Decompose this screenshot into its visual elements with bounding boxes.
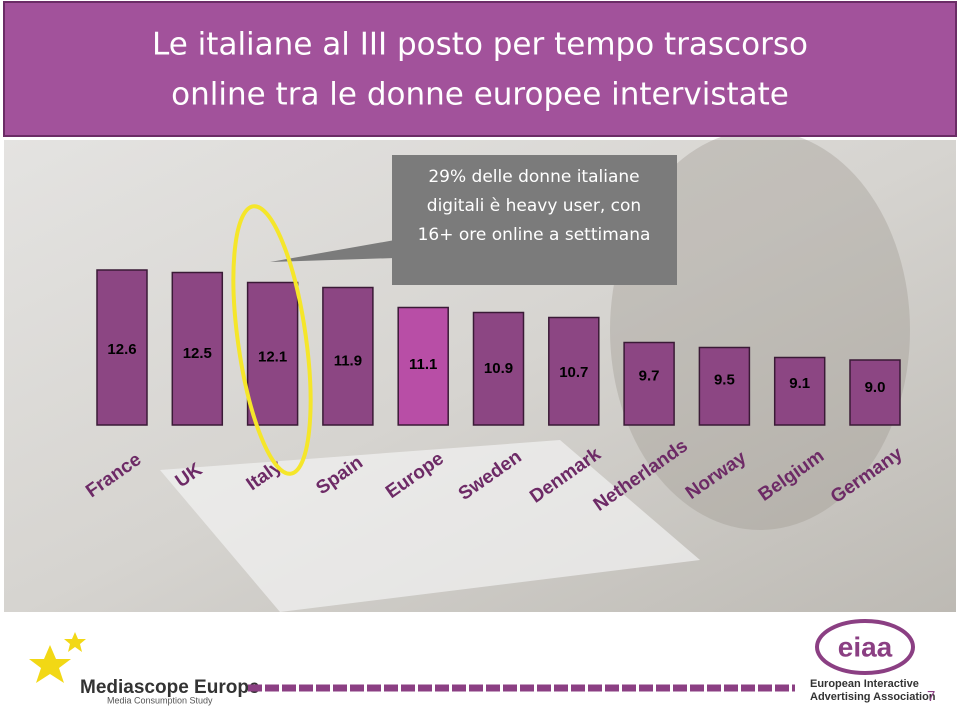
title-band	[3, 1, 957, 137]
eiaa-logo-text: eiaa	[838, 631, 893, 662]
study: Media Consumption Study	[107, 695, 213, 705]
value-label: 9.5	[714, 371, 735, 388]
value-label: 12.5	[183, 345, 212, 362]
bar	[698, 346, 751, 426]
bar-chart: 12.6France12.5UK12.1Italy11.9Spain11.1Eu…	[82, 269, 907, 516]
callout-line: 29% delle donne italiane	[428, 167, 639, 187]
value-label: 12.6	[107, 341, 136, 358]
title-line: Le italiane al III posto per tempo trasc…	[152, 27, 808, 63]
eiaa-logo	[815, 619, 915, 675]
value-label: 11.9	[334, 352, 362, 369]
callout-line: 16+ ore online a settimana	[418, 225, 651, 245]
bar	[171, 271, 224, 426]
value-label: 10.9	[484, 360, 513, 377]
value-label: 9.0	[865, 379, 886, 396]
bar	[397, 306, 449, 426]
association: Advertising Association	[810, 691, 936, 703]
page-number: 7	[927, 688, 935, 705]
callout-line: digitali è heavy user, con	[427, 196, 641, 216]
callout-pointer	[270, 240, 395, 262]
photo-laptop	[160, 440, 700, 612]
star-logo	[29, 645, 71, 683]
highlight-ellipse	[231, 204, 313, 476]
bar	[773, 356, 826, 426]
bar	[623, 341, 675, 426]
value-label: 9.7	[639, 368, 660, 385]
value-label: 9.1	[789, 375, 810, 392]
title-line: online tra le donne europee intervistate	[171, 77, 789, 113]
bar	[322, 286, 374, 426]
value-label: 11.1	[409, 356, 437, 373]
callout-box	[392, 155, 677, 285]
value-label: 10.7	[559, 364, 588, 381]
brand: Mediascope Europe	[80, 677, 260, 698]
bar	[96, 269, 148, 426]
association: European Interactive	[810, 678, 919, 690]
bar	[849, 359, 901, 426]
photo-figure	[610, 130, 910, 530]
bar	[472, 311, 525, 426]
value-label: 12.1	[258, 349, 287, 366]
bar	[246, 281, 299, 426]
star-logo	[64, 632, 86, 652]
bar	[548, 316, 600, 426]
